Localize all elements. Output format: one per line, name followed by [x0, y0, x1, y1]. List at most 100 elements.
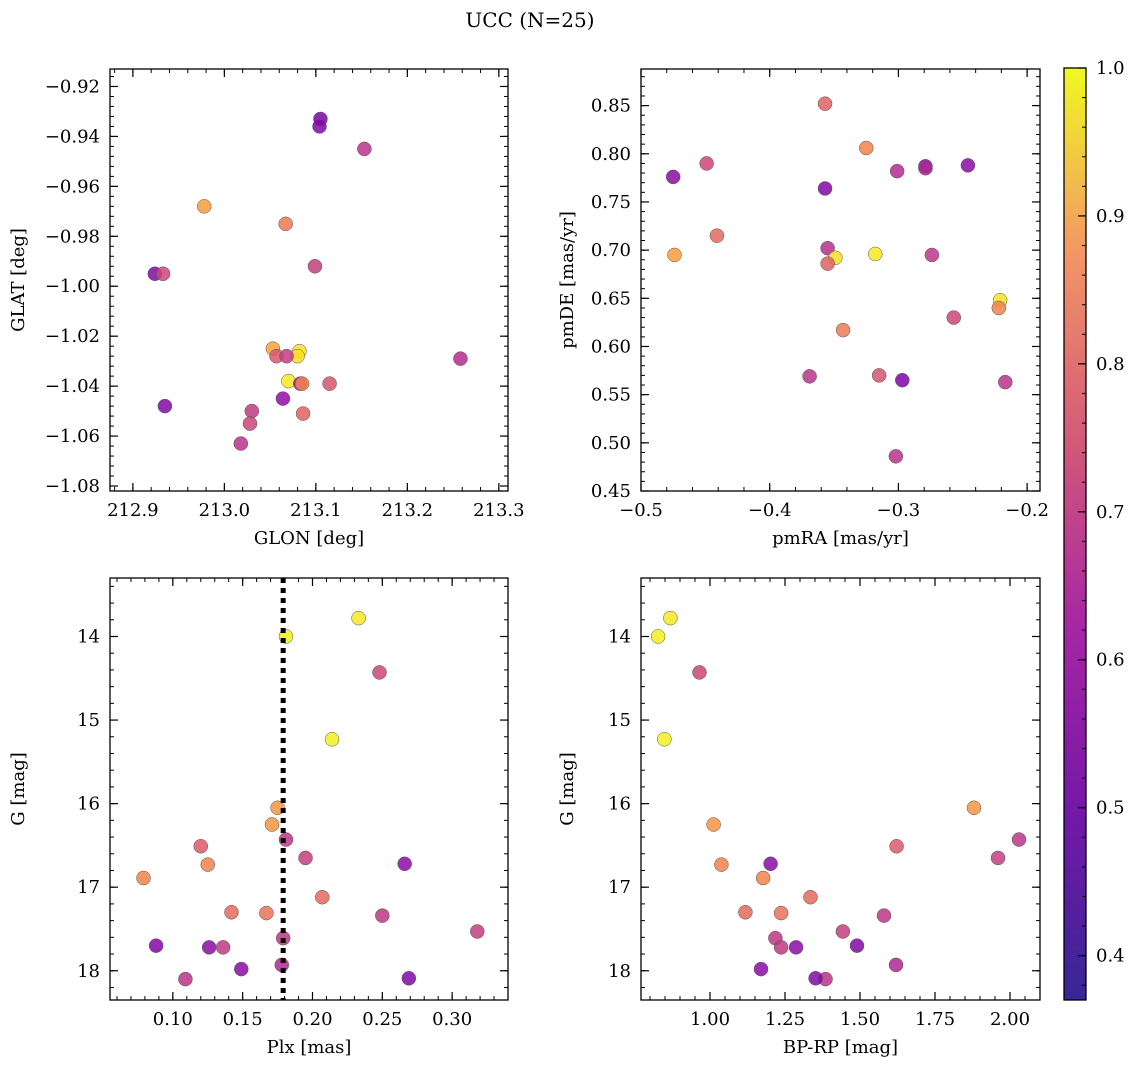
y-tick-label: 15 — [77, 710, 100, 731]
scatter-point — [264, 817, 280, 832]
colorbar-tick-label: 0.7 — [1096, 502, 1125, 523]
scatter-point — [234, 961, 249, 977]
x-tick-label: 2.00 — [990, 1009, 1030, 1030]
y-tick-label: −1.00 — [45, 276, 100, 297]
scatter-point — [876, 908, 892, 923]
scatter-point — [966, 800, 982, 816]
axes-frame — [109, 577, 509, 1001]
y-tick-label: 14 — [608, 626, 631, 647]
scatter-point — [773, 905, 789, 921]
colorbar-ticks: 0.4 0.5 0.6 0.7 0.8 0.9 1.0 — [1078, 58, 1125, 986]
scatter-point — [298, 850, 313, 866]
scatter-point — [918, 160, 933, 176]
scatter-point — [244, 403, 260, 419]
x-axis-label: Plx [mas] — [267, 1037, 352, 1058]
scatter-point — [888, 957, 904, 973]
scatter-point — [960, 158, 976, 173]
scatter-point — [763, 856, 778, 872]
scatter-point — [275, 391, 291, 406]
y-tick-label: 16 — [77, 794, 100, 815]
scatter-point — [835, 924, 851, 939]
scatter-point — [773, 940, 789, 955]
y-tick-label: 0.65 — [591, 288, 631, 309]
y-tick-label: 0.80 — [591, 144, 631, 165]
scatter-point — [1011, 832, 1027, 847]
scatter-point — [858, 140, 874, 156]
x-tick-label: 1.00 — [690, 1009, 730, 1030]
x-tick-label: −0.3 — [877, 500, 921, 521]
plot-area — [110, 69, 508, 491]
scatter-point — [215, 940, 231, 955]
x-tick-label: 212.9 — [107, 500, 159, 521]
colorbar-tick-label: 1.0 — [1096, 58, 1125, 79]
x-axis-label: pmRA [mas/yr] — [772, 528, 909, 549]
scatter-point — [889, 838, 904, 854]
colorbar: 0.4 0.5 0.6 0.7 0.8 0.9 1.0 — [1063, 58, 1125, 1001]
scatter-point — [136, 870, 151, 886]
scatter-point — [820, 240, 835, 256]
scatter-point — [665, 169, 681, 185]
scatter-point — [196, 199, 212, 214]
y-tick-label: 17 — [608, 877, 631, 898]
y-tick-label: 0.55 — [591, 385, 631, 406]
scatter-point — [278, 832, 294, 847]
y-tick-label: 0.60 — [591, 336, 631, 357]
y-tick-label: −0.98 — [45, 226, 100, 247]
scatter-point — [357, 141, 372, 157]
scatter-point — [990, 850, 1006, 866]
axes-frame — [640, 577, 1041, 1001]
scatter-point — [315, 889, 330, 905]
scatter-point — [871, 368, 887, 383]
scatter-point — [242, 416, 258, 431]
scatter-point — [817, 96, 833, 111]
y-tick-label: −0.94 — [45, 126, 100, 147]
scatter-point — [692, 665, 707, 680]
scatter-point — [470, 924, 485, 939]
scatter-point — [820, 256, 835, 271]
x-tick-label: −0.2 — [1005, 500, 1049, 521]
scatter-point — [178, 971, 193, 987]
scatter-point — [322, 376, 337, 391]
y-tick-label: 14 — [77, 626, 100, 647]
scatter-point — [849, 938, 865, 953]
y-tick-label: 0.45 — [591, 481, 631, 502]
axes-frame — [640, 68, 1041, 492]
scatter-point — [278, 216, 293, 232]
scatter-point — [663, 610, 678, 626]
y-tick-label: −0.96 — [45, 176, 100, 197]
y-axis-label: pmDE [mas/yr] — [557, 211, 578, 349]
scatter-point — [312, 119, 327, 134]
scatter-point — [817, 181, 833, 196]
scatter-point — [788, 940, 804, 955]
y-tick-label: −1.04 — [45, 376, 100, 397]
scatter-point — [946, 310, 962, 325]
x-tick-label: −0.4 — [748, 500, 792, 521]
x-tick-label: 213.0 — [199, 500, 251, 521]
x-tick-label: 1.50 — [840, 1009, 880, 1030]
scatter-point — [351, 610, 366, 626]
scatter-point — [889, 163, 905, 179]
scatter-point — [991, 300, 1007, 316]
scatter-point — [709, 228, 725, 243]
scatter-point — [808, 971, 823, 986]
scatter-point — [259, 905, 274, 921]
scatter-point — [997, 374, 1013, 390]
major-ticks — [110, 578, 508, 1000]
subplot-2: −0.5 −0.4 −0.3 −0.2 0.45 0.50 0.55 0.60 0.65 0.70… — [557, 68, 1049, 549]
colorbar-tick-label: 0.8 — [1096, 354, 1125, 375]
x-tick-label: 1.25 — [765, 1009, 805, 1030]
scatter-point — [157, 398, 173, 414]
y-axis-label: G [mag] — [8, 752, 29, 825]
scatter-point — [650, 629, 666, 644]
subplot-1: 212.9 213.0 213.1 213.2 213.3 −0.92 −0.94 −0.96… — [8, 68, 525, 549]
scatter-point — [279, 348, 294, 364]
y-tick-label: 18 — [77, 961, 100, 982]
y-tick-label: −1.02 — [45, 326, 100, 347]
x-tick-label: 1.75 — [915, 1009, 955, 1030]
x-tick-label: 0.15 — [223, 1009, 263, 1030]
scatter-point — [233, 436, 249, 451]
x-tick-label: 213.3 — [473, 500, 525, 521]
scatter-point — [755, 870, 771, 886]
major-ticks — [641, 578, 1040, 1000]
scatter-point — [667, 247, 682, 263]
